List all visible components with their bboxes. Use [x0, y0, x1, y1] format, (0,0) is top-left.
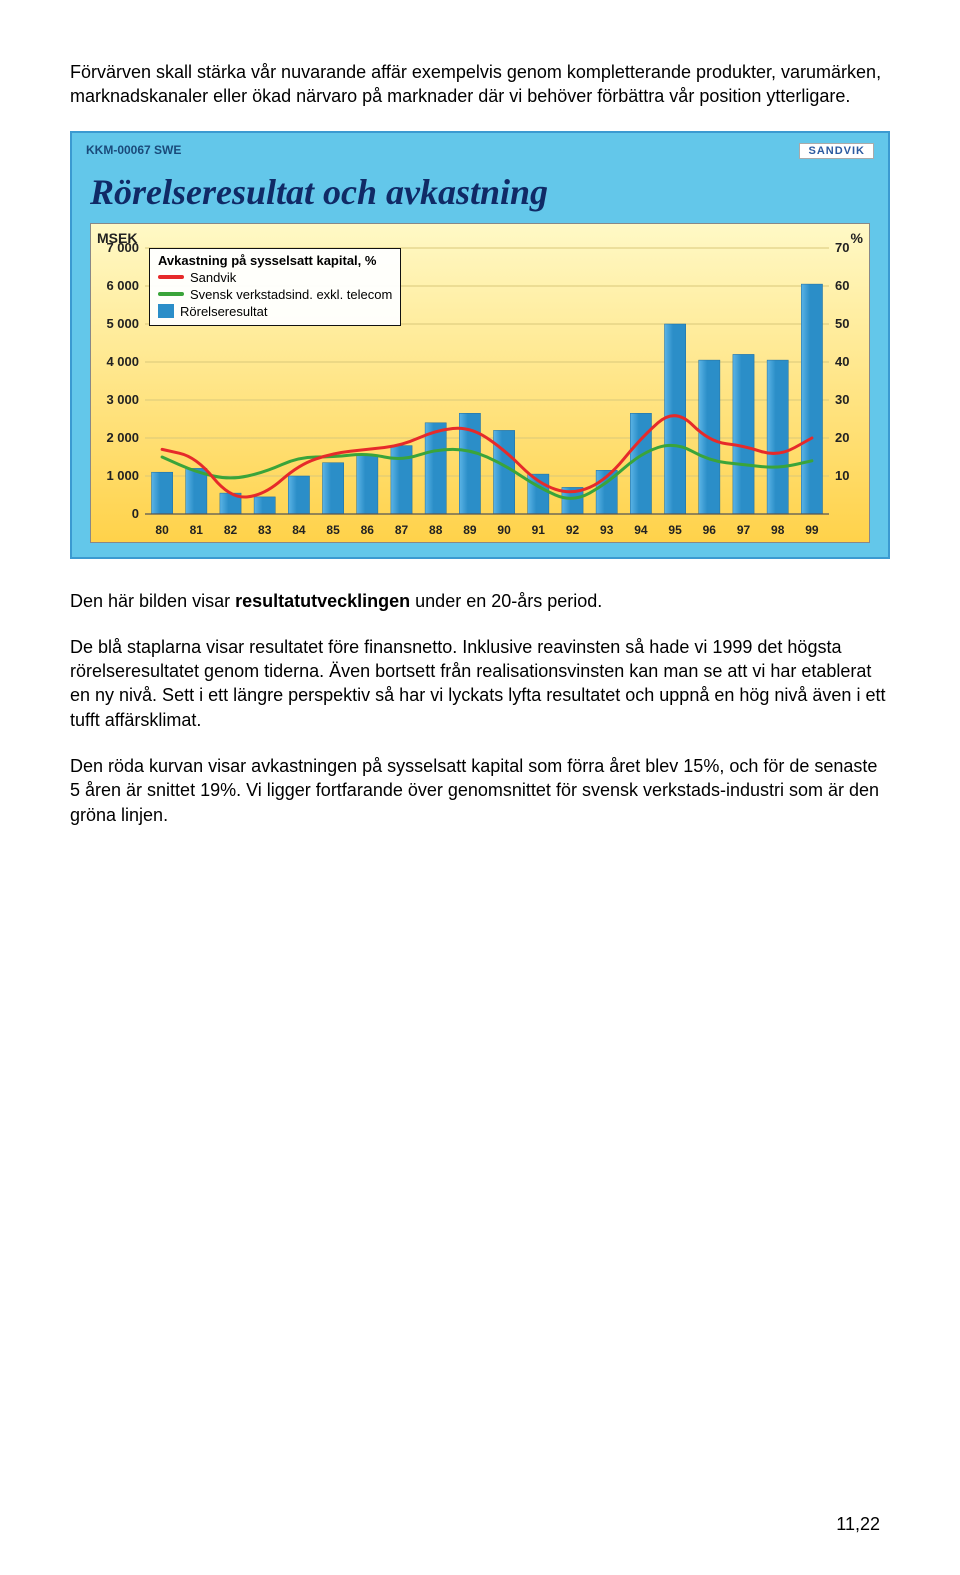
legend-row: Sandvik	[158, 270, 392, 285]
para2-rest: under en 20-års period.	[410, 591, 602, 611]
svg-text:88: 88	[429, 523, 443, 537]
svg-text:97: 97	[737, 523, 751, 537]
svg-text:40: 40	[835, 354, 849, 369]
para-result-dev: Den här bilden visar resultatutvecklinge…	[70, 589, 890, 613]
svg-text:92: 92	[566, 523, 580, 537]
svg-text:1 000: 1 000	[106, 468, 139, 483]
slide-logo: SANDVIK	[799, 143, 874, 159]
svg-text:94: 94	[634, 523, 648, 537]
intro-paragraph: Förvärven skall stärka vår nuvarande aff…	[70, 60, 890, 109]
legend-swatch	[158, 292, 184, 296]
svg-text:0: 0	[132, 506, 139, 521]
svg-text:93: 93	[600, 523, 614, 537]
svg-text:87: 87	[395, 523, 409, 537]
legend-label: Rörelseresultat	[180, 304, 267, 319]
svg-text:6 000: 6 000	[106, 278, 139, 293]
para2-bold: resultatutvecklingen	[235, 591, 410, 611]
slide-code: KKM-00067 SWE	[86, 143, 181, 159]
svg-text:82: 82	[224, 523, 238, 537]
svg-text:20: 20	[835, 430, 849, 445]
svg-text:50: 50	[835, 316, 849, 331]
svg-text:85: 85	[326, 523, 340, 537]
legend-title: Avkastning på sysselsatt kapital, %	[158, 253, 392, 268]
svg-text:89: 89	[463, 523, 477, 537]
svg-text:70: 70	[835, 240, 849, 255]
svg-text:99: 99	[805, 523, 819, 537]
legend-label: Svensk verkstadsind. exkl. telecom	[190, 287, 392, 302]
chart-legend: Avkastning på sysselsatt kapital, % Sand…	[149, 248, 401, 326]
svg-text:84: 84	[292, 523, 306, 537]
para-bars: De blå staplarna visar resultatet före f…	[70, 635, 890, 732]
legend-swatch	[158, 304, 174, 318]
legend-swatch	[158, 275, 184, 279]
svg-text:91: 91	[532, 523, 546, 537]
svg-text:10: 10	[835, 468, 849, 483]
svg-text:80: 80	[155, 523, 169, 537]
svg-text:3 000: 3 000	[106, 392, 139, 407]
y-right-unit: %	[851, 230, 863, 246]
svg-text:5 000: 5 000	[106, 316, 139, 331]
para2-prefix: Den här bilden visar	[70, 591, 235, 611]
para-redline: Den röda kurvan visar avkastningen på sy…	[70, 754, 890, 827]
svg-text:96: 96	[703, 523, 717, 537]
svg-text:4 000: 4 000	[106, 354, 139, 369]
chart-slide: KKM-00067 SWE SANDVIK Rörelseresultat oc…	[70, 131, 890, 559]
svg-text:83: 83	[258, 523, 272, 537]
y-left-unit: MSEK	[97, 230, 137, 246]
legend-label: Sandvik	[190, 270, 236, 285]
page-number: 11,22	[836, 1514, 880, 1535]
chart-slide-header: KKM-00067 SWE SANDVIK	[82, 143, 878, 165]
legend-row: Svensk verkstadsind. exkl. telecom	[158, 287, 392, 302]
svg-text:98: 98	[771, 523, 785, 537]
svg-text:60: 60	[835, 278, 849, 293]
svg-text:90: 90	[497, 523, 511, 537]
svg-text:86: 86	[361, 523, 375, 537]
chart-plot-area: 01 0002 0003 0004 0005 0006 0007 0001020…	[90, 223, 870, 543]
svg-text:95: 95	[668, 523, 682, 537]
svg-text:2 000: 2 000	[106, 430, 139, 445]
legend-row: Rörelseresultat	[158, 304, 392, 319]
svg-text:30: 30	[835, 392, 849, 407]
svg-text:81: 81	[190, 523, 204, 537]
chart-title: Rörelseresultat och avkastning	[82, 165, 878, 223]
